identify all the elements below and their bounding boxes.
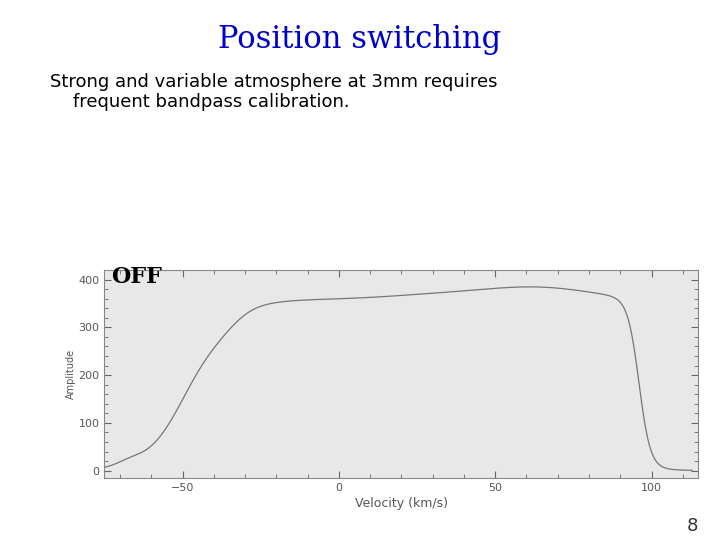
- Text: frequent bandpass calibration.: frequent bandpass calibration.: [50, 93, 350, 111]
- Y-axis label: Amplitude: Amplitude: [66, 349, 76, 399]
- Text: OFF: OFF: [111, 266, 161, 288]
- X-axis label: Velocity (km/s): Velocity (km/s): [355, 497, 448, 510]
- Text: Position switching: Position switching: [218, 24, 502, 55]
- Text: 8: 8: [687, 517, 698, 535]
- Text: Strong and variable atmosphere at 3mm requires: Strong and variable atmosphere at 3mm re…: [50, 73, 498, 91]
